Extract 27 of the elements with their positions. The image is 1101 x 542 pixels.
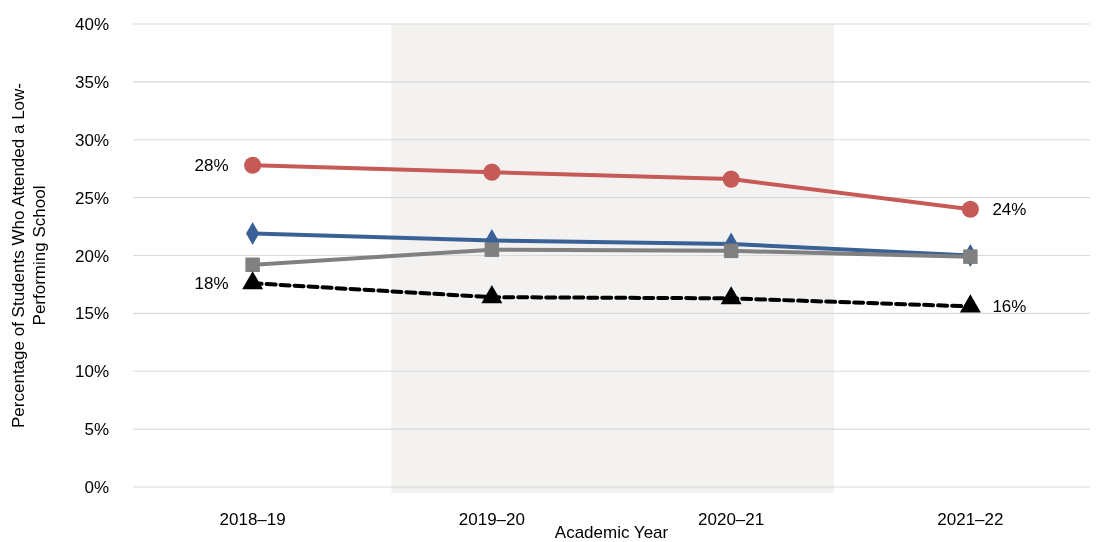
x-tick-label: 2018–19: [219, 510, 286, 529]
data-label: 24%: [992, 200, 1027, 220]
point: [722, 170, 740, 188]
y-axis-title: Percentage of Students Who Attended a Low-Performing School: [9, 83, 49, 428]
point: [245, 257, 260, 273]
point: [723, 243, 739, 259]
point: [963, 249, 978, 264]
y-tick-label: 10%: [74, 362, 109, 382]
x-tick-label: 2020–21: [698, 510, 765, 529]
data-label: 28%: [194, 156, 229, 176]
y-tick-label: 40%: [74, 15, 109, 34]
y-tick-label: 0%: [84, 478, 109, 497]
x-tick-label: 2021–22: [937, 510, 1004, 529]
point: [484, 242, 500, 257]
y-tick-label: 15%: [74, 304, 109, 324]
point: [244, 156, 262, 174]
y-tick-label: 35%: [74, 72, 109, 92]
x-tick-label: 2019–20: [458, 510, 525, 529]
point: [483, 163, 501, 181]
y-tick-label: 30%: [74, 130, 109, 150]
data-label: 18%: [194, 274, 229, 294]
y-tick-label: 25%: [74, 188, 109, 208]
y-tick-label: 5%: [84, 420, 109, 440]
data-label: 16%: [992, 297, 1027, 317]
x-axis-title: Academic Year: [554, 523, 669, 542]
y-tick-label: 20%: [74, 246, 109, 266]
point: [961, 200, 979, 218]
